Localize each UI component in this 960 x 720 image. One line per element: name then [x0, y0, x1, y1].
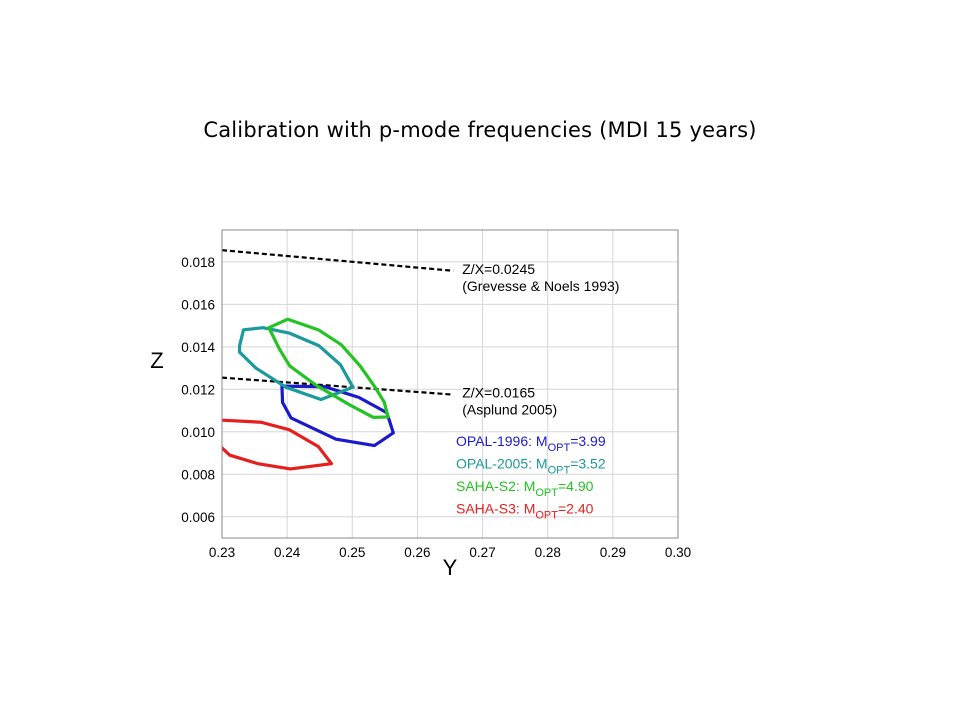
y-tick-label: 0.014	[181, 340, 215, 355]
y-tick-label: 0.016	[181, 297, 215, 312]
plot-frame	[221, 229, 679, 539]
y-tick-label: 0.018	[181, 255, 215, 270]
x-axis-label: Y	[443, 555, 458, 580]
series-contour-saha-s3	[222, 418, 334, 471]
x-tick-label: 0.25	[339, 545, 365, 560]
slide-title: Calibration with p-mode frequencies (MDI…	[203, 118, 757, 142]
series-contour-opal-2005	[237, 326, 355, 402]
x-tick-label: 0.23	[209, 545, 235, 560]
reference-line-label-1: Z/X=0.0165	[462, 385, 535, 401]
reference-lines	[222, 249, 454, 396]
legend-entry-opal-1996: OPAL-1996: MOPT=3.99	[456, 433, 606, 454]
grid-lines	[221, 230, 679, 538]
legend-entry-saha-s3: SAHA-S3: MOPT=2.40	[456, 501, 594, 522]
y-tick-label: 0.006	[181, 510, 215, 525]
legend-entry-opal-2005: OPAL-2005: MOPT=3.52	[456, 456, 606, 477]
x-tick-label: 0.24	[274, 545, 301, 560]
x-tick-label: 0.28	[535, 545, 561, 560]
x-tick-label: 0.29	[600, 545, 626, 560]
y-axis-label: Z	[150, 348, 163, 373]
reference-line-label-1: (Asplund 2005)	[462, 402, 557, 418]
reference-line-label-0: Z/X=0.0245	[462, 261, 535, 277]
contour-series	[222, 317, 395, 471]
reference-line-label-0: (Grevesse & Noels 1993)	[462, 278, 619, 294]
reference-line-1	[222, 376, 454, 396]
y-tick-label: 0.008	[181, 467, 215, 482]
annotations: Z/X=0.0245(Grevesse & Noels 1993) Z/X=0.0…	[462, 261, 619, 418]
x-tick-label: 0.30	[665, 545, 691, 560]
x-tick-label: 0.26	[404, 545, 430, 560]
series-contour-saha-s2	[267, 317, 390, 419]
y-tick-label: 0.010	[181, 425, 215, 440]
axis-ticks: 0.23 0.24 0.25 0.26 0.27 0.28 0.29 0.30 0.006 0.0…	[181, 255, 691, 560]
y-tick-label: 0.012	[181, 382, 215, 397]
legend-entry-saha-s2: SAHA-S2: MOPT=4.90	[456, 478, 594, 499]
reference-line-0	[222, 249, 454, 272]
x-tick-label: 0.27	[469, 545, 495, 560]
